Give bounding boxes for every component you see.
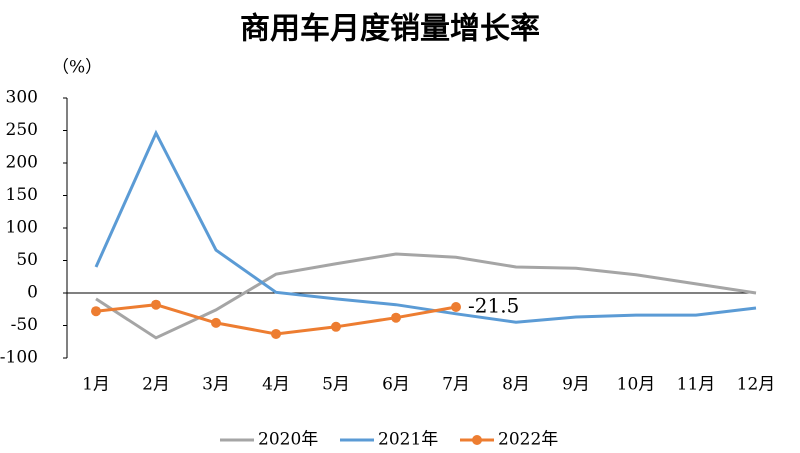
marker [151, 299, 161, 310]
x-tick-label: 2月 [142, 375, 170, 395]
line [95, 252, 757, 340]
x-tick-label: 11月 [677, 375, 716, 395]
y-tick-label: -50 [11, 315, 38, 335]
y-tick-label: 250 [6, 120, 38, 140]
line [94, 129, 757, 324]
data-label: -21.5 [468, 293, 519, 317]
marker [391, 312, 401, 323]
marker [211, 317, 221, 328]
marker [451, 301, 461, 312]
y-unit: （%） [52, 58, 102, 78]
x-tick-label: 5月 [322, 375, 350, 395]
x-tick-label: 6月 [382, 375, 410, 395]
legend-marker [472, 435, 482, 445]
x-tick-label: 10月 [617, 375, 656, 395]
y-tick-label: 150 [6, 185, 38, 205]
y-tick-label: 200 [6, 153, 38, 173]
x-tick-label: 8月 [502, 375, 530, 395]
chart-title: 商用车月度销量增长率 [240, 12, 540, 47]
x-tick-label: 7月 [442, 375, 470, 395]
marker [271, 328, 281, 339]
y-tick-label: 0 [27, 283, 38, 303]
x-tick-label: 3月 [202, 375, 230, 395]
marker [331, 321, 341, 332]
legend-label: 2020年 [258, 430, 318, 450]
y-tick-label: 50 [16, 250, 38, 270]
y-tick-label: 100 [6, 218, 38, 238]
legend-label: 2022年 [498, 430, 558, 450]
x-tick-label: 1月 [82, 375, 110, 395]
y-tick-label: 300 [6, 88, 38, 108]
x-tick-label: 9月 [562, 375, 590, 395]
x-tick-label: 4月 [262, 375, 290, 395]
x-tick-label: 12月 [737, 375, 776, 395]
marker [91, 306, 101, 317]
legend-label: 2021年 [378, 430, 438, 450]
y-tick-label: -100 [0, 348, 38, 368]
